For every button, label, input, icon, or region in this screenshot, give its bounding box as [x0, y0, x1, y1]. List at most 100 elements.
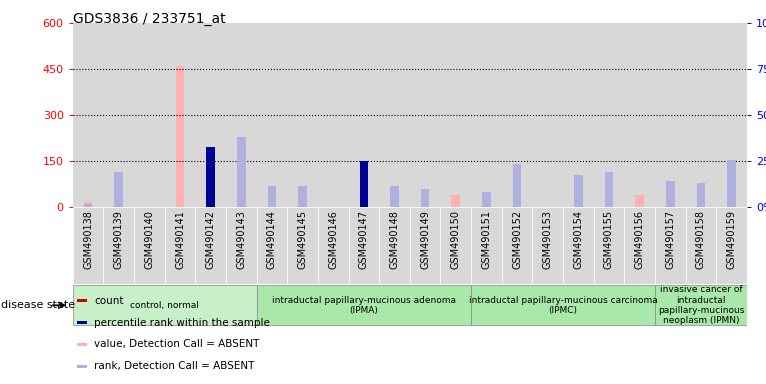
Bar [257, 207, 287, 284]
Bar [73, 285, 257, 325]
Text: control, normal: control, normal [130, 301, 199, 310]
Text: invasive cancer of
intraductal
papillary-mucinous
neoplasm (IPMN): invasive cancer of intraductal papillary… [658, 285, 744, 325]
Bar [103, 23, 134, 207]
Bar [359, 194, 368, 207]
Bar [379, 207, 410, 284]
Bar [574, 192, 583, 207]
Bar [349, 207, 379, 284]
Bar [359, 161, 368, 207]
Bar [226, 207, 257, 284]
Bar [563, 23, 594, 207]
Bar [165, 207, 195, 284]
Bar [716, 23, 747, 207]
Text: GSM490147: GSM490147 [358, 210, 369, 269]
Bar [267, 197, 277, 207]
Text: GSM490155: GSM490155 [604, 210, 614, 269]
Bar [267, 186, 277, 207]
Text: GSM490153: GSM490153 [542, 210, 553, 269]
Text: GSM490146: GSM490146 [328, 210, 339, 268]
Bar [696, 183, 705, 207]
Bar [165, 23, 195, 207]
Bar [103, 207, 134, 284]
Bar [421, 189, 430, 207]
Bar [440, 207, 471, 284]
Bar [532, 207, 563, 284]
Bar [134, 207, 165, 284]
Bar [440, 23, 471, 207]
Bar [482, 192, 491, 207]
Bar [502, 23, 532, 207]
Bar [318, 23, 349, 207]
Text: GSM490138: GSM490138 [83, 210, 93, 268]
Bar [410, 207, 440, 284]
Bar [83, 204, 93, 207]
Text: count: count [94, 296, 123, 306]
Bar [716, 207, 747, 284]
Bar [471, 23, 502, 207]
Bar [563, 207, 594, 284]
Text: GSM490139: GSM490139 [113, 210, 124, 268]
Bar [532, 23, 563, 207]
Text: intraductal papillary-mucinous adenoma
(IPMA): intraductal papillary-mucinous adenoma (… [272, 296, 456, 315]
Bar [502, 207, 532, 284]
Text: GSM490143: GSM490143 [236, 210, 247, 268]
Bar [73, 23, 103, 207]
Text: GSM490151: GSM490151 [481, 210, 492, 269]
Bar [73, 207, 103, 284]
Bar [206, 160, 215, 207]
Bar [134, 23, 165, 207]
Text: GSM490158: GSM490158 [696, 210, 706, 269]
Bar [206, 154, 215, 207]
Bar [77, 343, 87, 346]
Bar [359, 177, 368, 207]
Bar [287, 207, 318, 284]
Bar [390, 186, 399, 207]
Bar [195, 23, 226, 207]
Text: GSM490159: GSM490159 [726, 210, 737, 269]
Bar [77, 365, 87, 368]
Bar [390, 203, 399, 207]
Text: rank, Detection Call = ABSENT: rank, Detection Call = ABSENT [94, 361, 254, 371]
Bar [635, 195, 644, 207]
Bar [471, 285, 655, 325]
Bar [114, 198, 123, 207]
Bar [77, 299, 87, 302]
Bar [379, 23, 410, 207]
Bar [727, 174, 736, 207]
Bar [666, 181, 675, 207]
Text: intraductal papillary-mucinous carcinoma
(IPMC): intraductal papillary-mucinous carcinoma… [469, 296, 657, 315]
Bar [451, 195, 460, 207]
Text: GSM490152: GSM490152 [512, 210, 522, 269]
Bar [83, 202, 93, 207]
Bar [624, 207, 655, 284]
Text: GSM490154: GSM490154 [573, 210, 584, 269]
Text: percentile rank within the sample: percentile rank within the sample [94, 318, 270, 328]
Bar [594, 23, 624, 207]
Bar [410, 23, 440, 207]
Bar [594, 207, 624, 284]
Bar [298, 186, 307, 207]
Bar [471, 207, 502, 284]
Bar [655, 285, 747, 325]
Text: GSM490149: GSM490149 [420, 210, 430, 268]
Text: GSM490142: GSM490142 [205, 210, 216, 269]
Bar [624, 23, 655, 207]
Text: GSM490144: GSM490144 [267, 210, 277, 268]
Text: GDS3836 / 233751_at: GDS3836 / 233751_at [73, 12, 225, 25]
Bar [257, 23, 287, 207]
Bar [604, 172, 614, 207]
Bar [226, 23, 257, 207]
Bar [175, 66, 185, 207]
Bar [686, 23, 716, 207]
Bar [349, 23, 379, 207]
Text: disease state: disease state [1, 300, 75, 310]
Bar [298, 189, 307, 207]
Text: GSM490157: GSM490157 [665, 210, 676, 269]
Text: GSM490140: GSM490140 [144, 210, 155, 268]
Text: GSM490148: GSM490148 [389, 210, 400, 268]
Bar [512, 164, 522, 207]
Text: GSM490156: GSM490156 [634, 210, 645, 269]
Bar [655, 23, 686, 207]
Bar [727, 160, 736, 207]
Bar [686, 207, 716, 284]
